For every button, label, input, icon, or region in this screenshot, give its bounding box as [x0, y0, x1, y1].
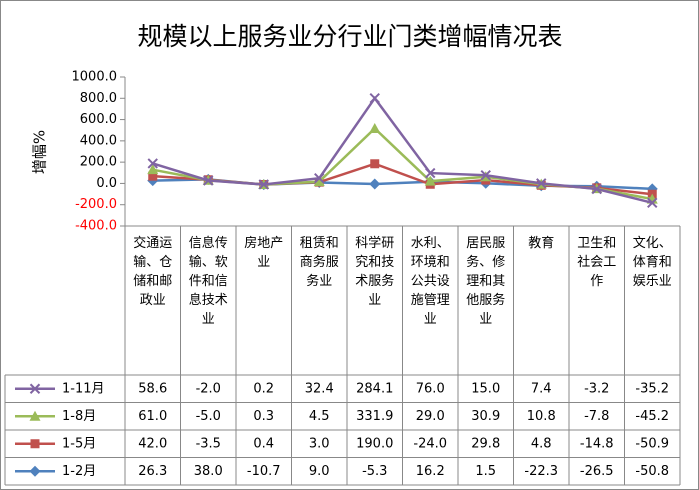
table-cell: -3.5 — [196, 436, 221, 451]
table-cell: -3.2 — [584, 381, 609, 396]
legend-marker — [29, 383, 41, 394]
table-cell: 15.0 — [471, 381, 500, 396]
data-point — [591, 183, 602, 195]
table-cell: 26.3 — [138, 464, 167, 479]
data-point — [258, 179, 269, 190]
legend-label: 1-5月 — [62, 436, 96, 451]
y-tick-label: 400.0 — [80, 133, 117, 148]
table-cell: 76.0 — [416, 381, 445, 396]
x-tick-label: 居民服务、修理和其他服务业 — [466, 236, 506, 327]
data-point — [369, 122, 381, 133]
legend-label: 1-11月 — [62, 381, 105, 396]
legend-marker — [29, 410, 41, 421]
table-cell: 190.0 — [356, 436, 393, 451]
table-cell: 0.2 — [253, 381, 274, 396]
table-cell: -50.8 — [635, 464, 669, 479]
data-point — [148, 171, 158, 181]
table-cell: -35.2 — [635, 381, 669, 396]
y-tick-label: 200.0 — [80, 155, 117, 170]
table-cell: 10.8 — [527, 409, 556, 424]
table-cell: 38.0 — [194, 464, 223, 479]
table-cell: -22.3 — [524, 464, 558, 479]
data-point — [147, 158, 158, 169]
series-line — [152, 96, 653, 205]
table-cell: 0.3 — [253, 409, 274, 424]
table-cell: -45.2 — [635, 409, 669, 424]
x-tick-label: 教育 — [528, 236, 555, 251]
table-cell: -26.5 — [580, 464, 614, 479]
series-line — [152, 162, 653, 196]
data-point — [370, 159, 380, 169]
data-point — [480, 170, 491, 181]
x-tick-label: 租赁和商务服务业 — [299, 236, 339, 289]
y-tick-label: 600.0 — [80, 112, 117, 127]
data-point — [369, 178, 381, 190]
data-point — [536, 178, 547, 189]
x-tick-label: 交通运输、仓储和邮政业 — [133, 236, 173, 308]
legend-marker — [29, 465, 41, 477]
table-cell: 58.6 — [138, 381, 167, 396]
table-cell: 0.4 — [253, 436, 274, 451]
y-axis-title: 增幅% — [31, 130, 49, 174]
y-tick-label: 1000.0 — [72, 70, 118, 85]
data-point — [424, 175, 436, 186]
table-cell: -5.3 — [362, 464, 387, 479]
data-point — [147, 164, 159, 175]
table-cell: -14.8 — [580, 436, 614, 451]
table-cell: -7.8 — [584, 409, 609, 424]
data-point — [203, 175, 214, 186]
table-cell: 42.0 — [138, 436, 167, 451]
table-cell: -24.0 — [413, 436, 447, 451]
x-tick-label: 文化、体育和娱乐业 — [632, 236, 672, 289]
y-tick-label: -200.0 — [75, 197, 117, 212]
chart-title: 规模以上服务业分行业门类增幅情况表 — [137, 22, 562, 51]
table-cell: 16.2 — [416, 464, 445, 479]
table-cell: 3.0 — [309, 436, 330, 451]
legend-label: 1-8月 — [62, 409, 96, 424]
x-tick-label: 科学研究和技术服务业 — [355, 236, 395, 308]
table-cell: 29.0 — [416, 409, 445, 424]
data-point — [369, 93, 380, 104]
table-cell: 61.0 — [138, 409, 167, 424]
table-cell: 1.5 — [475, 464, 496, 479]
data-point — [647, 197, 658, 209]
legend-marker — [30, 439, 40, 449]
x-tick-label: 卫生和社会工作 — [577, 236, 617, 289]
table-cell: 331.9 — [356, 409, 393, 424]
table-cell: -50.9 — [635, 436, 669, 451]
x-tick-label: 信息传输、软件和信息技术业 — [188, 236, 228, 327]
y-tick-label: 800.0 — [80, 91, 117, 106]
table-cell: 4.5 — [309, 409, 330, 424]
table-cell: 32.4 — [305, 381, 334, 396]
table-cell: 4.8 — [531, 436, 552, 451]
table-cell: 7.4 — [531, 381, 552, 396]
table-cell: 284.1 — [356, 381, 393, 396]
series-line — [152, 126, 653, 201]
table-cell: -10.7 — [247, 464, 281, 479]
table-cell: 9.0 — [309, 464, 330, 479]
data-point — [425, 167, 436, 179]
y-tick-label: 0.0 — [96, 176, 117, 191]
table-cell: -2.0 — [196, 381, 221, 396]
data-point — [313, 176, 325, 187]
x-tick-label: 房地产业 — [244, 236, 284, 270]
y-tick-label: -400.0 — [75, 219, 117, 234]
x-tick-label: 水利、环境和公共设施管理业 — [410, 236, 450, 327]
table-cell: 29.8 — [471, 436, 500, 451]
legend-label: 1-2月 — [62, 464, 96, 479]
table-cell: -5.0 — [196, 409, 221, 424]
data-point — [314, 173, 325, 184]
table-cell: 30.9 — [471, 409, 500, 424]
